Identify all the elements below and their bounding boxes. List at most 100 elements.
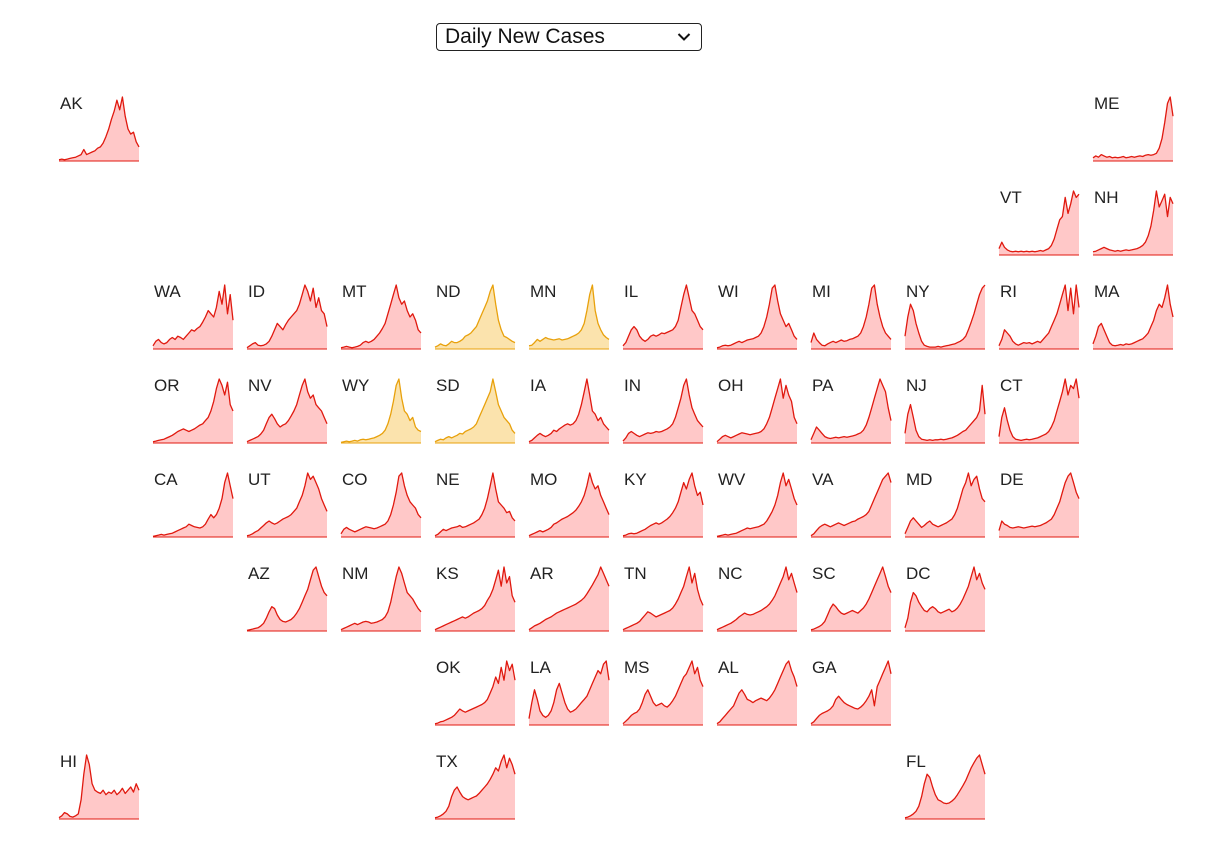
sparkline-ar	[528, 566, 610, 632]
sparkline-area	[905, 285, 985, 349]
sparkline-nd	[434, 284, 516, 350]
sparkline-area	[247, 379, 327, 443]
state-tile-ok: OK	[434, 659, 516, 729]
state-label: MD	[906, 470, 933, 489]
state-label: PA	[812, 376, 834, 395]
sparkline-area	[717, 473, 797, 537]
sparkline-ut	[246, 472, 328, 538]
state-tile-nc: NC	[716, 565, 798, 635]
sparkline-ma	[1092, 284, 1174, 350]
sparkline-line	[716, 472, 798, 538]
metric-select[interactable]: Daily New Cases	[436, 23, 702, 51]
state-tile-wv: WV	[716, 471, 798, 541]
sparkline-line	[810, 378, 892, 441]
state-label: NV	[248, 376, 272, 395]
sparkline-line	[716, 284, 798, 349]
sparkline-line	[810, 660, 892, 725]
sparkline-mo	[528, 472, 610, 538]
state-label: NE	[436, 470, 460, 489]
state-label: AL	[718, 658, 739, 677]
sparkline-sd	[434, 378, 516, 444]
state-label: MO	[530, 470, 558, 489]
sparkline-ct	[998, 378, 1080, 444]
state-tile-ca: CA	[152, 470, 234, 541]
sparkline-area	[905, 385, 985, 443]
sparkline-line	[1092, 96, 1174, 159]
sparkline-area	[435, 473, 515, 537]
sparkline-ri	[998, 284, 1080, 350]
sparkline-line	[998, 378, 1080, 442]
sparkline-ia	[528, 378, 610, 444]
sparkline-line	[904, 566, 986, 628]
sparkline-line	[810, 472, 892, 537]
sparkline-line	[246, 284, 328, 349]
sparkline-in	[622, 378, 704, 444]
state-tile-ia: IA	[528, 377, 610, 447]
sparkline-line	[340, 566, 422, 631]
state-tile-oh: OH	[716, 377, 798, 447]
sparkline-line	[58, 96, 140, 161]
sparkline-dc	[904, 566, 986, 632]
sparkline-ny	[904, 284, 986, 350]
sparkline-or	[152, 378, 234, 444]
sparkline-line	[528, 660, 610, 719]
sparkline-al	[716, 660, 798, 726]
state-tile-ny: NY	[904, 283, 986, 353]
sparkline-line	[810, 284, 892, 347]
sparkline-nc	[716, 566, 798, 632]
state-label: HI	[60, 752, 77, 771]
state-label: SD	[436, 376, 460, 395]
sparkline-az	[246, 566, 328, 632]
state-tile-mt: MT	[340, 283, 422, 353]
sparkline-line	[152, 472, 234, 538]
state-label: VT	[1000, 188, 1022, 207]
sparkline-ky	[622, 472, 704, 538]
sparkline-area	[529, 661, 609, 725]
state-label: NJ	[906, 376, 927, 395]
sparkline-area	[435, 285, 515, 349]
sparkline-area	[811, 379, 891, 443]
sparkline-area	[1093, 191, 1173, 255]
sparkline-line	[434, 472, 516, 537]
sparkline-nm	[340, 566, 422, 632]
sparkline-co	[340, 472, 422, 538]
sparkline-pa	[810, 378, 892, 444]
state-label: RI	[1000, 282, 1017, 301]
sparkline-vt	[998, 190, 1080, 256]
sparkline-de	[998, 472, 1080, 538]
state-label: CO	[342, 470, 368, 489]
state-label: NM	[342, 564, 369, 583]
sparkline-area	[247, 567, 327, 631]
sparkline-area	[811, 285, 891, 349]
state-label: OR	[154, 376, 180, 395]
sparkline-area	[341, 473, 421, 537]
state-label: GA	[812, 658, 837, 677]
sparkline-line	[434, 566, 516, 631]
sparkline-ak	[58, 96, 140, 162]
sparkline-line	[340, 472, 422, 535]
sparkline-area	[999, 379, 1079, 443]
sparkline-area	[153, 379, 233, 443]
metric-select-value: Daily New Cases	[445, 25, 605, 48]
sparkline-area	[623, 661, 703, 725]
sparkline-area	[1093, 97, 1173, 161]
sparkline-ga	[810, 660, 892, 726]
sparkline-mt	[340, 284, 422, 350]
state-tile-hi: HI	[58, 752, 140, 823]
sparkline-line	[716, 566, 798, 631]
sparkline-area	[717, 285, 797, 349]
state-tile-ar: AR	[528, 565, 610, 635]
sparkline-tn	[622, 566, 704, 632]
sparkline-line	[904, 384, 986, 442]
state-tile-ak: AK	[58, 95, 140, 165]
state-label: CA	[154, 470, 178, 489]
state-tile-mn: MN	[528, 283, 610, 353]
sparkline-area	[905, 473, 985, 537]
state-tile-ms: MS	[622, 659, 704, 729]
sparkline-mn	[528, 284, 610, 350]
state-tile-ri: RI	[998, 282, 1080, 353]
sparkline-sc	[810, 566, 892, 632]
sparkline-ks	[434, 566, 516, 632]
sparkline-area	[905, 567, 985, 631]
sparkline-area	[247, 473, 327, 537]
